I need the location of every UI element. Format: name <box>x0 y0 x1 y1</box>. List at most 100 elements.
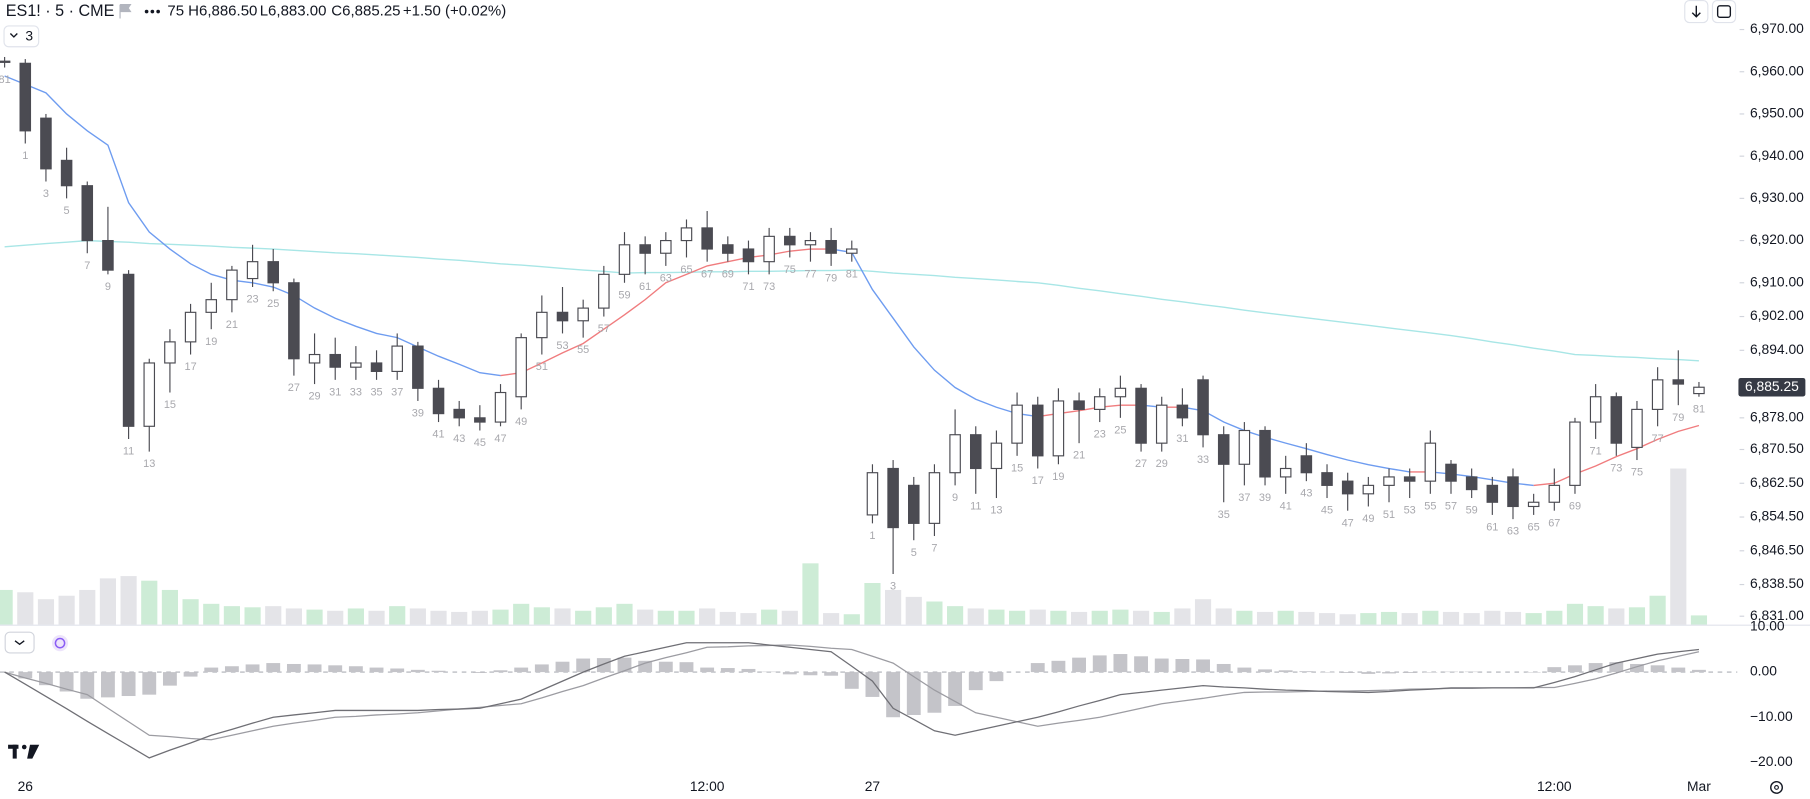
bar-count-label: 17 <box>184 361 196 373</box>
bar-count-label: 65 <box>680 264 692 276</box>
histogram-bar <box>59 672 74 692</box>
bar-count-label: 77 <box>1652 433 1664 445</box>
volume-bar <box>699 608 716 625</box>
x-tick-label: 26 <box>18 778 34 794</box>
bar-count-label: 81 <box>1693 403 1705 415</box>
bar-count-label: 43 <box>1300 488 1312 500</box>
settings-icon[interactable] <box>1770 780 1783 794</box>
y-tick-label: 6,940.00 <box>1750 147 1804 163</box>
background-layer <box>0 28 1745 673</box>
gear-ring <box>1770 780 1783 794</box>
candle-body <box>122 273 135 427</box>
bar-count-label: 59 <box>618 289 630 301</box>
pane-collapse-button[interactable] <box>4 631 35 654</box>
candle-body <box>866 472 879 516</box>
candle-body <box>412 345 424 389</box>
bar-count-label: 49 <box>1362 513 1374 525</box>
sync-icon[interactable] <box>51 635 69 652</box>
bar-count-label: 79 <box>1672 412 1684 424</box>
bar-count-label: 55 <box>577 344 589 356</box>
volume-bar <box>1608 608 1625 625</box>
candle-body <box>308 353 321 364</box>
volume-bar <box>885 589 902 625</box>
bar-count-label: 3 <box>43 188 49 200</box>
histogram-bar <box>1030 663 1045 673</box>
volume-bar <box>1401 613 1418 625</box>
bar-count-label: 7 <box>931 543 937 555</box>
volume-bar <box>265 606 282 625</box>
volume-bar <box>1298 611 1315 625</box>
flag-icon[interactable] <box>119 4 132 19</box>
volume-bar <box>141 580 158 625</box>
bar-count-label: 29 <box>1156 458 1168 470</box>
candle-body <box>680 227 693 242</box>
bar-count-label: 11 <box>123 446 134 458</box>
reset-button[interactable] <box>1711 0 1737 24</box>
bar-count-label: 53 <box>556 340 568 352</box>
volume-bar <box>285 608 302 625</box>
bar-count-label: 57 <box>598 323 610 335</box>
candle-body <box>1052 400 1065 457</box>
candle-body <box>1300 455 1313 474</box>
macd-tick-label: 0.00 <box>1750 663 1777 679</box>
volume-bar <box>1091 610 1108 625</box>
histogram-bar <box>638 660 653 673</box>
candle-body <box>81 185 94 242</box>
volume-bar <box>1628 607 1646 625</box>
candle-body <box>391 345 403 372</box>
more-icon[interactable] <box>144 9 160 14</box>
histogram-bar <box>1196 659 1210 673</box>
bar-count-label: 37 <box>391 386 403 398</box>
histogram-bar <box>1237 667 1252 673</box>
bar-count-label: 9 <box>952 492 958 504</box>
x-tick-label: 12:00 <box>1537 778 1572 794</box>
bar-count-label: 45 <box>1321 505 1333 517</box>
candle-body <box>660 239 672 254</box>
bar-count-label: 39 <box>412 408 424 420</box>
candle-body <box>556 311 569 322</box>
volume-bar <box>1422 610 1439 625</box>
dot <box>156 9 160 14</box>
histogram-bar <box>204 667 219 673</box>
close-key: C <box>331 3 342 20</box>
candle-body <box>164 341 176 364</box>
bar-count-label: 81 <box>846 268 858 280</box>
candle-body <box>205 299 218 313</box>
candle-body <box>722 244 734 254</box>
candle-body <box>1011 404 1023 444</box>
volume-bar <box>161 589 178 625</box>
moving-average-line <box>1533 424 1700 487</box>
scroll-button[interactable] <box>1684 0 1709 24</box>
y-tick-label: 6,950.00 <box>1750 105 1804 121</box>
bar-count-label: 77 <box>804 268 816 280</box>
histogram-bar <box>1134 656 1148 673</box>
histogram-bar <box>700 667 715 673</box>
histogram-bar <box>1588 663 1603 673</box>
bar-count-label: 27 <box>288 382 300 394</box>
candle-body <box>1403 476 1416 482</box>
gear-hub <box>1774 785 1779 790</box>
volume-bar <box>1525 613 1542 625</box>
candle-body <box>1321 472 1333 486</box>
candle-body <box>329 353 341 368</box>
bar-count-label: 29 <box>308 391 320 403</box>
chart-title[interactable]: ES1! · 5 · CME <box>6 2 115 20</box>
histogram-bar <box>1382 672 1396 674</box>
chevron <box>14 640 25 646</box>
volume-bar <box>244 607 261 625</box>
histogram-bar <box>101 672 115 698</box>
volume-bar <box>1484 610 1501 625</box>
histogram-bar <box>1278 670 1293 673</box>
volume-bar <box>1670 468 1687 625</box>
bar-count-label: 33 <box>1197 454 1209 466</box>
volume-bar <box>99 578 117 625</box>
icon-ring <box>54 637 66 649</box>
candle-body <box>1548 484 1561 503</box>
candle-body <box>1569 421 1581 486</box>
histogram-bar <box>1692 669 1706 673</box>
volume-bar <box>430 610 447 625</box>
indicators-toggle[interactable]: 3 <box>3 25 40 48</box>
volume-bar <box>389 606 406 625</box>
candle-body <box>102 239 114 271</box>
candle-body <box>1259 429 1271 478</box>
